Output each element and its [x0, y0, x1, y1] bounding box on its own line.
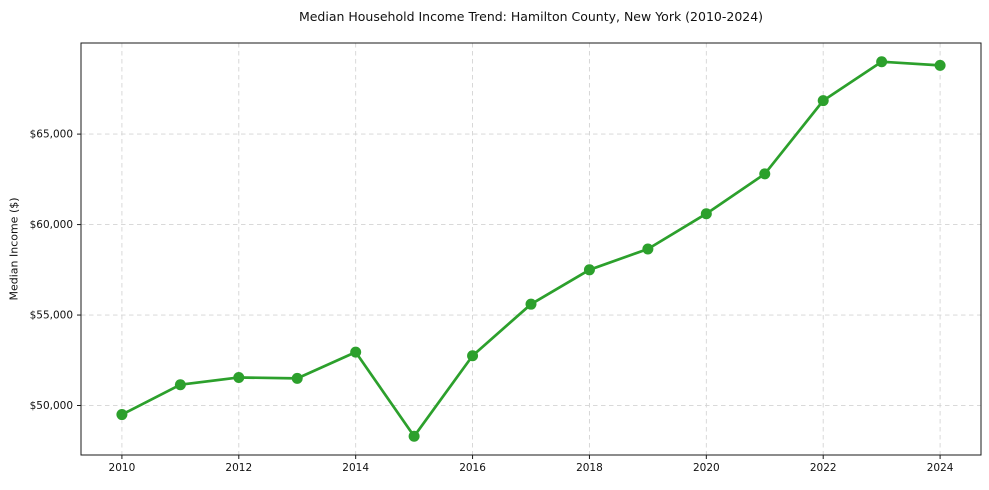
data-point-2017: [525, 298, 537, 310]
data-point-2011: [174, 379, 186, 391]
data-point-2019: [642, 243, 654, 255]
data-point-2013: [291, 372, 303, 384]
data-point-2014: [350, 346, 362, 358]
data-point-2020: [700, 208, 712, 220]
data-point-2022: [817, 95, 829, 107]
y-tick-label: $55,000: [30, 310, 73, 322]
income-trend-line: [120, 60, 942, 438]
data-point-2023: [876, 56, 888, 68]
data-point-2021: [759, 168, 771, 180]
y-axis-label: Median Income ($): [7, 197, 21, 301]
x-tick-label: 2024: [927, 462, 954, 474]
x-tick-label: 2022: [810, 462, 837, 474]
data-point-2015: [408, 430, 420, 442]
y-tick-label: $60,000: [30, 219, 73, 231]
data-point-2016: [467, 350, 479, 362]
x-tick-label: 2014: [342, 462, 369, 474]
data-point-2012: [233, 371, 245, 383]
y-tick-label: $50,000: [30, 400, 73, 412]
x-tick-label: 2010: [109, 462, 136, 474]
data-point-2024: [934, 59, 946, 71]
x-tick-label: 2012: [225, 462, 252, 474]
plot-border: [80, 42, 982, 456]
chart-title: Median Household Income Trend: Hamilton …: [298, 9, 764, 24]
x-tick-label: 2016: [459, 462, 486, 474]
x-tick-label: 2018: [576, 462, 603, 474]
x-tick-label: 2020: [693, 462, 720, 474]
data-point-2018: [583, 264, 595, 276]
data-point-2010: [116, 409, 128, 421]
y-tick-label: $65,000: [30, 129, 73, 141]
